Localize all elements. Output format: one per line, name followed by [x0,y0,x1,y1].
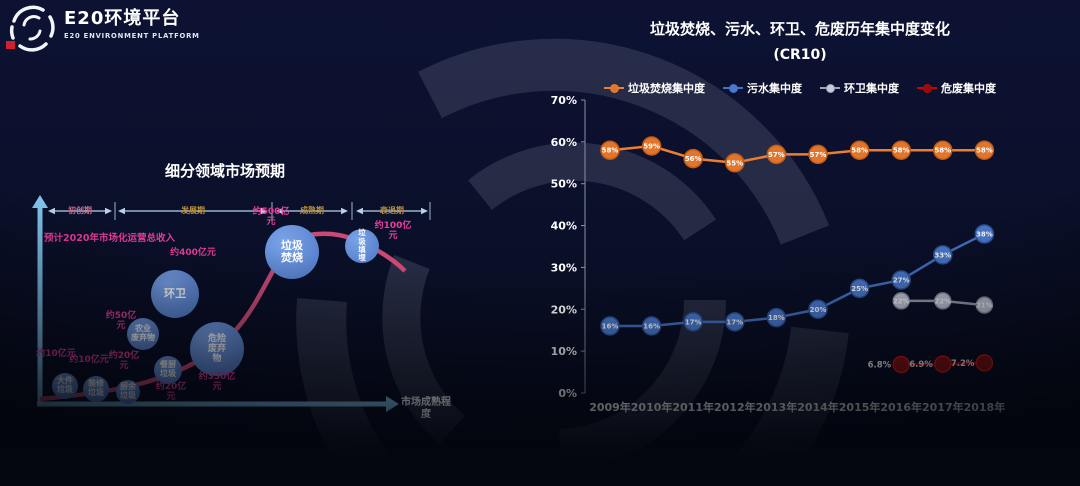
svg-text:17%: 17% [726,318,743,326]
svg-text:38%: 38% [976,230,993,238]
svg-text:2012年: 2012年 [714,400,756,414]
svg-text:17%: 17% [685,318,702,326]
bubble-大件垃圾: 大件 垃圾 [52,373,78,399]
bubble-垃圾焚烧: 垃圾 焚烧 [265,225,319,279]
svg-text:2015年: 2015年 [839,400,881,414]
svg-text:22%: 22% [934,297,951,305]
svg-text:0%: 0% [558,387,577,400]
phase-label-初创期: 初创期 [68,206,92,215]
svg-text:25%: 25% [851,285,868,293]
svg-text:6.9%: 6.9% [909,360,933,370]
svg-text:10%: 10% [551,345,577,358]
line-chart-plot: 0%10%20%30%40%50%60%70%2009年 2010年 2011年 20… [551,94,1006,414]
svg-text:59%: 59% [643,143,660,151]
svg-text:16%: 16% [602,323,619,331]
svg-text:2017年: 2017年 [922,400,964,414]
svg-text:58%: 58% [602,147,619,155]
bubble-value-厨余垃圾: 约20亿元 [108,351,140,371]
svg-text:6.8%: 6.8% [868,361,892,371]
svg-text:60%: 60% [551,136,577,149]
concentration-line-chart: 垃圾焚烧、污水、环卫、危废历年集中度变化 (CR10) 垃圾焚烧集中度 污水集中度… [530,8,1070,448]
bubble-餐厨垃圾: 餐厨 垃圾 [154,356,182,384]
svg-text:2016年: 2016年 [880,400,922,414]
svg-text:2010年: 2010年 [631,400,673,414]
svg-text:21%: 21% [976,302,993,310]
svg-text:2014年: 2014年 [797,400,839,414]
svg-text:2018年: 2018年 [964,400,1006,414]
svg-text:2011年: 2011年 [672,400,714,414]
svg-text:20%: 20% [810,306,827,314]
svg-text:33%: 33% [934,251,951,259]
svg-text:50%: 50% [551,178,577,191]
svg-text:56%: 56% [685,155,702,163]
svg-text:58%: 58% [976,147,993,155]
svg-text:58%: 58% [893,147,910,155]
svg-text:55%: 55% [726,159,743,167]
bubble-value-垃圾焚烧: 约500亿元 [252,207,290,227]
svg-text:58%: 58% [851,147,868,155]
phase-label-发展期: 发展期 [181,206,205,215]
svg-text:22%: 22% [893,297,910,305]
svg-text:7.2%: 7.2% [951,359,975,369]
svg-text:57%: 57% [810,151,827,159]
right-chart-subtitle: (CR10) [773,47,827,63]
svg-text:40%: 40% [551,220,577,233]
bubble-value-环卫: 约400亿元 [170,248,216,258]
svg-text:2009年: 2009年 [589,400,631,414]
svg-text:30%: 30% [551,261,577,274]
phase-label-衰退期: 衰退期 [380,206,404,215]
svg-text:27%: 27% [893,276,910,284]
svg-text:20%: 20% [551,303,577,316]
svg-text:2013年: 2013年 [756,400,798,414]
bubble-装修垃圾: 装修 垃圾 [83,376,109,402]
bubble-value-危险废弃物: 约350亿元 [198,372,236,392]
right-chart-title: 垃圾焚烧、污水、环卫、危废历年集中度变化 [649,20,950,38]
svg-text:18%: 18% [768,314,785,322]
svg-text:16%: 16% [643,323,660,331]
bubble-value-农业废弃物: 约50亿元 [105,311,137,331]
svg-text:58%: 58% [934,147,951,155]
svg-text:57%: 57% [768,151,785,159]
bubble-危险废弃物: 危险 废弃物 [190,322,244,376]
bubble-环卫: 环卫 [151,270,199,318]
bubble-diagram: 初创期 发展期 成熟期 衰退期 大件 垃圾 约10亿元 装修 垃圾 约10亿元 厨余 垃圾 约20亿元餐… [36,206,412,404]
svg-text:70%: 70% [551,94,577,107]
bubble-value-垃圾填埋: 约100亿元 [374,221,412,241]
